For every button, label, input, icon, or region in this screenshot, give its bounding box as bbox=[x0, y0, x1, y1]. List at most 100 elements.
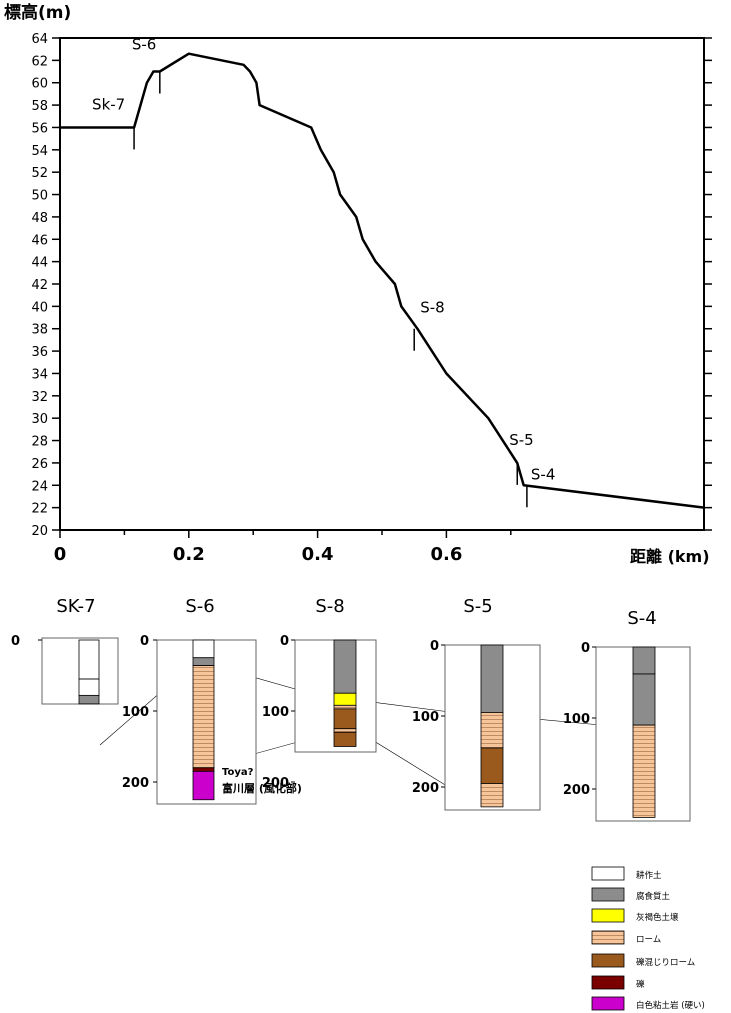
y-axis-title: 標高(m) bbox=[4, 2, 71, 23]
borehole-column: S-4 0 100 200 bbox=[563, 608, 691, 822]
x-axis-ticks: 0 0.2 0.4 0.6 bbox=[54, 530, 512, 565]
depth-label: 100 bbox=[563, 712, 590, 727]
profile-chart: 標高(m) 20 22 24 26 28 30 32 34 36 38 40 42 44 46 48 50 52… bbox=[4, 2, 712, 566]
plot-frame bbox=[59, 37, 705, 531]
y-tick-label: 46 bbox=[31, 233, 48, 248]
depth-label: 200 bbox=[412, 781, 439, 796]
y-tick-label: 62 bbox=[31, 54, 48, 69]
depth-label: 200 bbox=[262, 776, 289, 791]
depth-label: 200 bbox=[563, 783, 590, 798]
x-tick-label: 0.2 bbox=[173, 544, 205, 565]
legend-swatch-clay bbox=[591, 996, 625, 1011]
y-tick-label: 64 bbox=[31, 32, 48, 47]
y-tick-label: 38 bbox=[31, 323, 48, 338]
column-title: S-8 bbox=[315, 596, 344, 617]
y-tick-label: 58 bbox=[31, 99, 48, 114]
depth-label: 0 bbox=[11, 634, 20, 649]
depth-label: 200 bbox=[122, 776, 149, 791]
y-tick-label: 20 bbox=[31, 524, 48, 539]
borehole-label: S-5 bbox=[509, 431, 533, 449]
y-tick-label: 60 bbox=[31, 77, 48, 92]
legend-label: ローム bbox=[636, 935, 661, 945]
borehole-column: S-5 0 100 200 bbox=[412, 596, 541, 811]
depth-label: 100 bbox=[412, 710, 439, 725]
layer-gravelly bbox=[480, 747, 504, 784]
y-tick-label: 24 bbox=[31, 479, 48, 494]
layer-loam bbox=[632, 724, 656, 818]
legend-swatch-fill bbox=[591, 887, 625, 902]
column-title: S-4 bbox=[627, 608, 656, 629]
y-tick-label: 48 bbox=[31, 211, 48, 226]
y-axis-ticks: 20 22 24 26 28 30 32 34 36 38 40 42 44 46 48 50 52 54 56 58… bbox=[31, 32, 712, 539]
layer-blank bbox=[192, 639, 215, 659]
toya-annotation: Toya? bbox=[222, 767, 254, 778]
legend-swatch-loam bbox=[591, 930, 625, 945]
depth-label: 0 bbox=[140, 634, 149, 649]
legend-label: 腐食質土 bbox=[636, 891, 671, 902]
layer-fill bbox=[632, 646, 656, 675]
y-tick-label: 56 bbox=[31, 121, 48, 136]
layer-blank bbox=[78, 678, 100, 696]
layer-gravelly bbox=[333, 731, 357, 747]
column-title: S-5 bbox=[463, 596, 492, 617]
x-tick-label: 0.6 bbox=[430, 544, 462, 565]
y-tick-label: 26 bbox=[31, 457, 48, 472]
y-tick-label: 52 bbox=[31, 166, 48, 181]
y-tick-label: 54 bbox=[31, 144, 48, 159]
layer-loam bbox=[480, 783, 504, 808]
layer-fill bbox=[192, 657, 215, 666]
borehole-label: S-8 bbox=[420, 299, 444, 317]
layer-gravelly bbox=[333, 708, 357, 730]
layer-fill bbox=[78, 694, 100, 705]
borehole-column: SK-7 0 bbox=[11, 596, 119, 705]
borehole-column: S-8 0 100 200 bbox=[262, 596, 377, 791]
borehole-column: S-6 0 100 200 bbox=[122, 596, 257, 805]
y-tick-label: 50 bbox=[31, 189, 48, 204]
y-tick-label: 22 bbox=[31, 502, 48, 517]
layer-loam bbox=[480, 712, 504, 749]
elevation-profile-line bbox=[60, 52, 705, 509]
tomikawa-annotation: 富川層 (風化部) bbox=[222, 781, 302, 795]
y-tick-label: 32 bbox=[31, 390, 48, 405]
depth-label: 100 bbox=[262, 705, 289, 720]
legend-label: 礫 bbox=[636, 979, 645, 990]
borehole-markers: Sk-7 S-6 S-8 S-5 S-4 bbox=[92, 36, 555, 508]
legend-swatch-tilled bbox=[591, 866, 625, 881]
legend-label: 白色粘土岩 (硬い) bbox=[636, 1000, 705, 1011]
legend-label: 灰褐色土壌 bbox=[636, 912, 679, 923]
layer-yellow bbox=[333, 692, 357, 706]
layer-fill bbox=[480, 644, 504, 713]
layer-clay bbox=[192, 770, 215, 801]
legend-swatch-yellow bbox=[591, 908, 625, 923]
y-tick-label: 28 bbox=[31, 435, 48, 450]
y-tick-label: 42 bbox=[31, 278, 48, 293]
borehole-label: S-6 bbox=[132, 36, 156, 54]
legend-swatch-gravelly bbox=[591, 953, 625, 968]
layer-tilled bbox=[78, 639, 100, 680]
depth-label: 0 bbox=[430, 639, 439, 654]
depth-label: 0 bbox=[280, 634, 289, 649]
layer-fill bbox=[632, 673, 656, 726]
y-tick-label: 30 bbox=[31, 412, 48, 427]
y-tick-label: 36 bbox=[31, 345, 48, 360]
y-tick-label: 34 bbox=[31, 367, 48, 382]
x-tick-label: 0 bbox=[54, 544, 67, 565]
y-tick-label: 40 bbox=[31, 300, 48, 315]
legend-swatch-gravel bbox=[591, 975, 625, 990]
layer-loam bbox=[333, 704, 357, 710]
y-tick-label: 44 bbox=[31, 256, 48, 271]
borehole-label: Sk-7 bbox=[92, 95, 125, 113]
depth-label: 100 bbox=[122, 705, 149, 720]
x-axis-title: 距離 (km) bbox=[630, 547, 710, 566]
x-tick-label: 0.4 bbox=[302, 544, 334, 565]
column-title: SK-7 bbox=[56, 596, 95, 617]
depth-label: 0 bbox=[581, 641, 590, 656]
borehole-columns: SK-7 0 S-6 0 100 200 S-8 0 100 200 S-5 0 100 200 S-4 0 1… bbox=[11, 596, 691, 822]
layer-loam bbox=[192, 665, 215, 769]
legend-label: 耕作土 bbox=[636, 870, 662, 881]
layer-loam bbox=[333, 728, 357, 733]
legend-label: 礫混じりローム bbox=[636, 957, 695, 968]
column-title: S-6 bbox=[185, 596, 214, 617]
